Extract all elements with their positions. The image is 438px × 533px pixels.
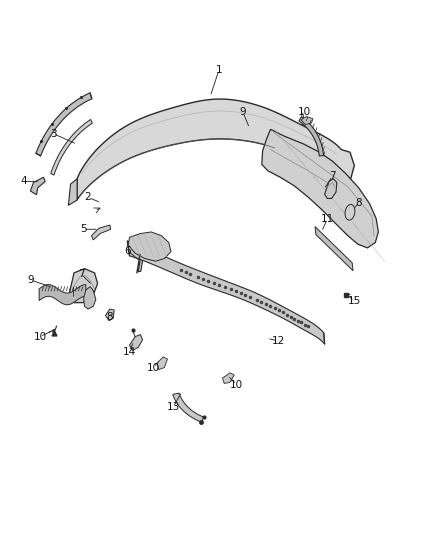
Polygon shape — [77, 99, 354, 200]
Polygon shape — [106, 309, 114, 321]
Polygon shape — [138, 253, 144, 272]
Text: 11: 11 — [321, 214, 334, 224]
Polygon shape — [36, 93, 92, 156]
Text: 3: 3 — [50, 128, 57, 139]
Ellipse shape — [345, 205, 355, 220]
Text: 15: 15 — [348, 296, 361, 306]
Text: 4: 4 — [20, 176, 27, 187]
Text: 10: 10 — [297, 107, 311, 117]
Text: 7: 7 — [329, 171, 336, 181]
Polygon shape — [39, 285, 86, 305]
Polygon shape — [128, 232, 171, 261]
Text: 2: 2 — [85, 192, 92, 203]
Text: 10: 10 — [33, 332, 46, 342]
Polygon shape — [301, 117, 313, 125]
Text: 9: 9 — [240, 107, 246, 117]
Polygon shape — [157, 357, 167, 369]
Text: 14: 14 — [123, 346, 136, 357]
Text: 10: 10 — [230, 379, 243, 390]
Text: 1: 1 — [215, 65, 223, 75]
Text: 13: 13 — [166, 402, 180, 413]
Polygon shape — [130, 335, 143, 351]
Text: 8: 8 — [106, 312, 113, 322]
Polygon shape — [262, 130, 378, 248]
Polygon shape — [173, 393, 204, 422]
Text: 5: 5 — [80, 224, 87, 235]
Text: 10: 10 — [147, 362, 160, 373]
Polygon shape — [315, 227, 353, 271]
Text: 9: 9 — [27, 275, 34, 285]
Polygon shape — [68, 269, 98, 303]
Polygon shape — [127, 241, 325, 344]
Polygon shape — [299, 117, 324, 156]
Polygon shape — [68, 179, 77, 205]
Polygon shape — [223, 373, 234, 383]
Text: 8: 8 — [355, 198, 362, 208]
Text: 12: 12 — [271, 336, 285, 346]
Polygon shape — [30, 177, 45, 195]
Text: 6: 6 — [124, 246, 131, 255]
Text: 7: 7 — [78, 270, 85, 279]
Polygon shape — [51, 119, 92, 175]
Polygon shape — [84, 287, 96, 309]
Polygon shape — [92, 225, 111, 240]
Polygon shape — [325, 179, 337, 198]
